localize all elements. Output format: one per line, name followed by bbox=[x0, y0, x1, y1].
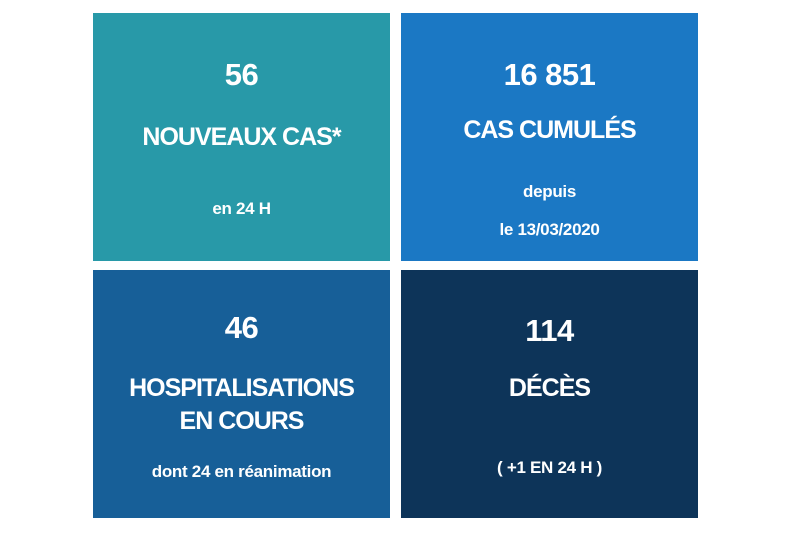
cumulative-cases-since: depuis bbox=[523, 182, 576, 201]
deaths-value: 114 bbox=[525, 313, 574, 348]
new-cases-period: en 24 H bbox=[212, 199, 271, 218]
hospitalisations-tile: 46 HOSPITALISATIONS EN COURS dont 24 en … bbox=[93, 270, 390, 518]
deaths-increase: ( +1 EN 24 H ) bbox=[497, 458, 602, 477]
hospitalisations-label-line1: HOSPITALISATIONS bbox=[129, 374, 355, 402]
deaths-tile: 114 DÉCÈS ( +1 EN 24 H ) bbox=[401, 270, 698, 518]
cumulative-cases-date: le 13/03/2020 bbox=[499, 220, 600, 239]
new-cases-label: NOUVEAUX CAS* bbox=[142, 123, 341, 151]
hospitalisations-value: 46 bbox=[224, 310, 259, 345]
cumulative-cases-tile: 16 851 CAS CUMULÉS depuis le 13/03/2020 bbox=[401, 13, 698, 261]
icu-count: dont 24 en réanimation bbox=[151, 462, 332, 481]
deaths-label: DÉCÈS bbox=[508, 374, 591, 402]
cumulative-cases-value: 16 851 bbox=[503, 57, 596, 92]
new-cases-tile: 56 NOUVEAUX CAS* en 24 H bbox=[93, 13, 390, 261]
cumulative-cases-label: CAS CUMULÉS bbox=[463, 116, 636, 144]
hospitalisations-label-line2: EN COURS bbox=[179, 407, 305, 435]
new-cases-value: 56 bbox=[224, 57, 259, 92]
